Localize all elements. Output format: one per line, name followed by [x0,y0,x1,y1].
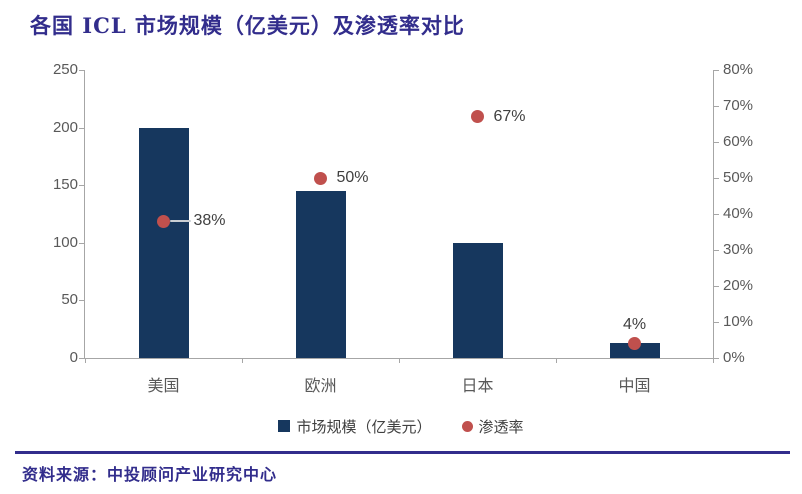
left-axis-tick [79,70,84,71]
left-axis-tick-label: 0 [69,349,78,366]
penetration-label: 67% [493,107,526,125]
market-size-bar [609,343,660,358]
category-label: 美国 [147,378,180,395]
left-axis-tick [79,300,84,302]
market-size-bar [138,127,189,358]
left-axis-tick-label: 50 [61,291,78,309]
right-axis-tick [714,178,719,179]
right-axis-tick-label: 70% [723,97,754,114]
left-axis-line [84,70,85,359]
right-axis-tick [714,250,719,251]
category-label: 欧洲 [304,378,337,395]
left-axis-tick-label: 250 [52,61,78,78]
legend-circle-marker [461,420,473,432]
right-axis-tick-label: 40% [723,205,754,222]
right-axis-tick [714,286,719,287]
legend-square-marker [278,420,291,432]
right-axis-tick-label: 0% [723,349,745,366]
x-axis-tick [556,358,557,363]
right-axis-tick-label: 30% [723,241,754,258]
x-axis-tick [85,358,86,363]
right-axis-tick [714,214,719,215]
right-axis-tick [714,106,719,107]
source-note: 资料来源：中投顾问产业研究中心 [22,465,278,484]
penetration-dot [157,214,170,228]
right-axis-tick [714,358,719,359]
legend-item: 市场规模（亿美元） [278,416,432,437]
penetration-dot [628,337,641,351]
right-axis-line [713,70,714,359]
penetration-dot [314,171,327,185]
penetration-label: 50% [336,169,369,186]
chart-title: 各国 ICL 市场规模（亿美元）及渗透率对比 [30,13,465,38]
right-axis-tick-label: 80% [723,61,754,78]
chart-legend: 市场规模（亿美元） 渗透率 [0,413,802,439]
left-axis-tick-label: 150 [52,176,78,194]
leader-line [169,220,191,223]
penetration-label: 4% [622,315,647,333]
legend-item: 渗透率 [461,416,524,437]
x-axis-tick [713,358,714,363]
right-axis-tick [714,142,719,143]
legend-label: 渗透率 [478,418,524,436]
market-size-bar [295,190,346,358]
right-axis-tick [714,322,719,323]
left-axis-tick [79,185,84,187]
footer-divider [15,451,790,454]
right-axis-tick-label: 10% [723,313,754,330]
market-size-bar [452,242,503,358]
category-label: 日本 [461,378,494,395]
x-axis-tick [242,358,243,363]
left-axis-tick-label: 100 [52,233,78,251]
left-axis-tick [79,242,84,244]
category-label: 中国 [618,378,651,395]
left-axis-tick [79,358,84,359]
right-axis-tick-label: 50% [723,169,754,186]
left-axis-tick-label: 200 [52,118,78,136]
penetration-label: 38% [193,212,226,230]
x-axis-tick [399,358,400,363]
penetration-dot [471,110,484,124]
right-axis-tick [714,70,719,71]
left-axis-tick [79,127,84,129]
right-axis-tick-label: 60% [723,133,754,150]
right-axis-tick-label: 20% [723,277,754,294]
legend-label: 市场规模（亿美元） [296,418,432,436]
